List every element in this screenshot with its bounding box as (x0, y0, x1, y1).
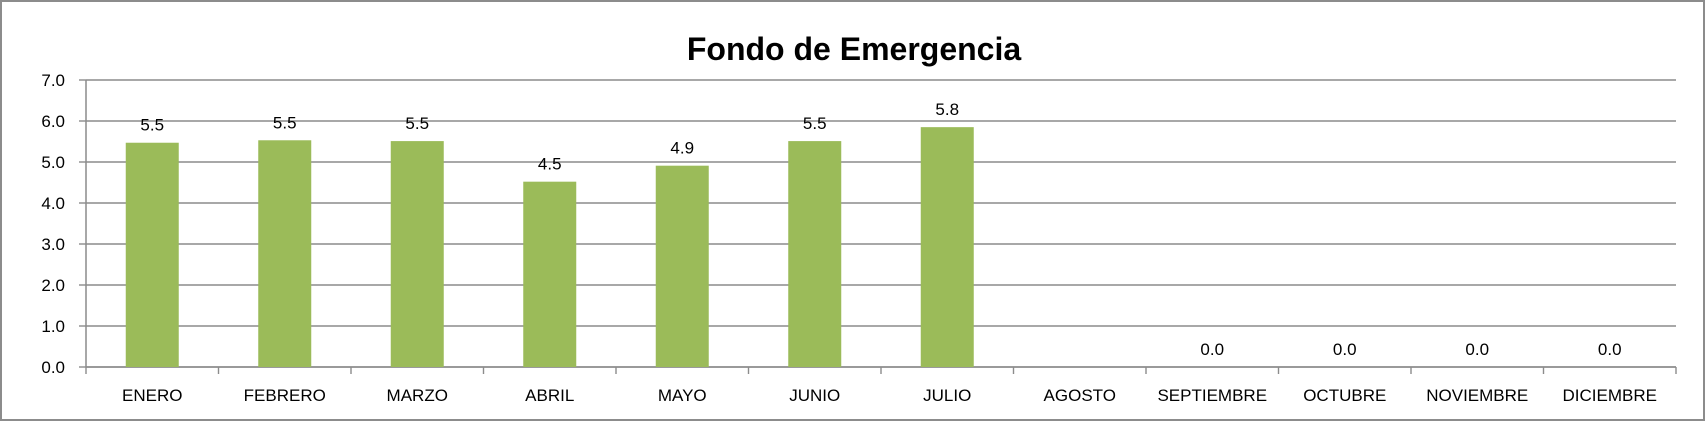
bar-julio (920, 127, 974, 368)
data-label-abril: 4.5 (538, 155, 562, 174)
data-label-junio: 5.5 (803, 114, 827, 133)
y-axis-tick-label: 1.0 (41, 317, 65, 336)
y-axis-tick-label: 7.0 (41, 71, 65, 90)
axes (79, 79, 1677, 374)
data-labels: 5.5 5.5 5.5 4.5 4.9 5.5 5.8 0.0 0.0 0.0 0.0 (140, 100, 1621, 359)
chart-title: Fondo de Emergencia (687, 31, 1021, 67)
gridlines (86, 79, 1676, 368)
data-label-diciembre: 0.0 (1598, 340, 1622, 359)
bar-enero (125, 142, 179, 367)
data-label-marzo: 5.5 (405, 114, 429, 133)
x-axis-category-labels: ENERO FEBRERO MARZO ABRIL MAYO JUNIO JULIO AGOS… (122, 386, 1657, 405)
y-axis-tick-labels: 0.0 1.0 2.0 3.0 4.0 5.0 6.0 7.0 (41, 71, 65, 377)
data-label-octubre: 0.0 (1333, 340, 1357, 359)
x-axis-label-julio: JULIO (923, 386, 971, 405)
x-axis-label-noviembre: NOVIEMBRE (1426, 386, 1528, 405)
x-axis-label-marzo: MARZO (387, 386, 448, 405)
y-axis-tick-label: 2.0 (41, 276, 65, 295)
bar-marzo (390, 141, 444, 367)
x-axis-label-junio: JUNIO (789, 386, 840, 405)
bar-febrero (258, 140, 312, 367)
y-axis-tick-label: 5.0 (41, 153, 65, 172)
bar-junio (788, 141, 842, 367)
x-axis-label-diciembre: DICIEMBRE (1563, 386, 1657, 405)
data-label-enero: 5.5 (140, 116, 164, 135)
y-axis-tick-label: 3.0 (41, 235, 65, 254)
data-label-julio: 5.8 (935, 100, 959, 119)
x-axis-label-enero: ENERO (122, 386, 182, 405)
x-axis-label-agosto: AGOSTO (1044, 386, 1116, 405)
data-label-mayo: 4.9 (670, 139, 694, 158)
y-axis-tick-label: 0.0 (41, 358, 65, 377)
bar-abril (523, 181, 577, 367)
x-axis-label-abril: ABRIL (525, 386, 574, 405)
x-axis-label-febrero: FEBRERO (244, 386, 326, 405)
x-axis-label-mayo: MAYO (658, 386, 707, 405)
y-axis-tick-label: 6.0 (41, 112, 65, 131)
x-axis-label-septiembre: SEPTIEMBRE (1157, 386, 1267, 405)
x-axis-label-octubre: OCTUBRE (1303, 386, 1386, 405)
data-label-noviembre: 0.0 (1465, 340, 1489, 359)
data-label-septiembre: 0.0 (1200, 340, 1224, 359)
y-axis-tick-label: 4.0 (41, 194, 65, 213)
bars (125, 127, 974, 368)
bar-mayo (655, 165, 709, 367)
data-label-febrero: 5.5 (273, 113, 297, 132)
